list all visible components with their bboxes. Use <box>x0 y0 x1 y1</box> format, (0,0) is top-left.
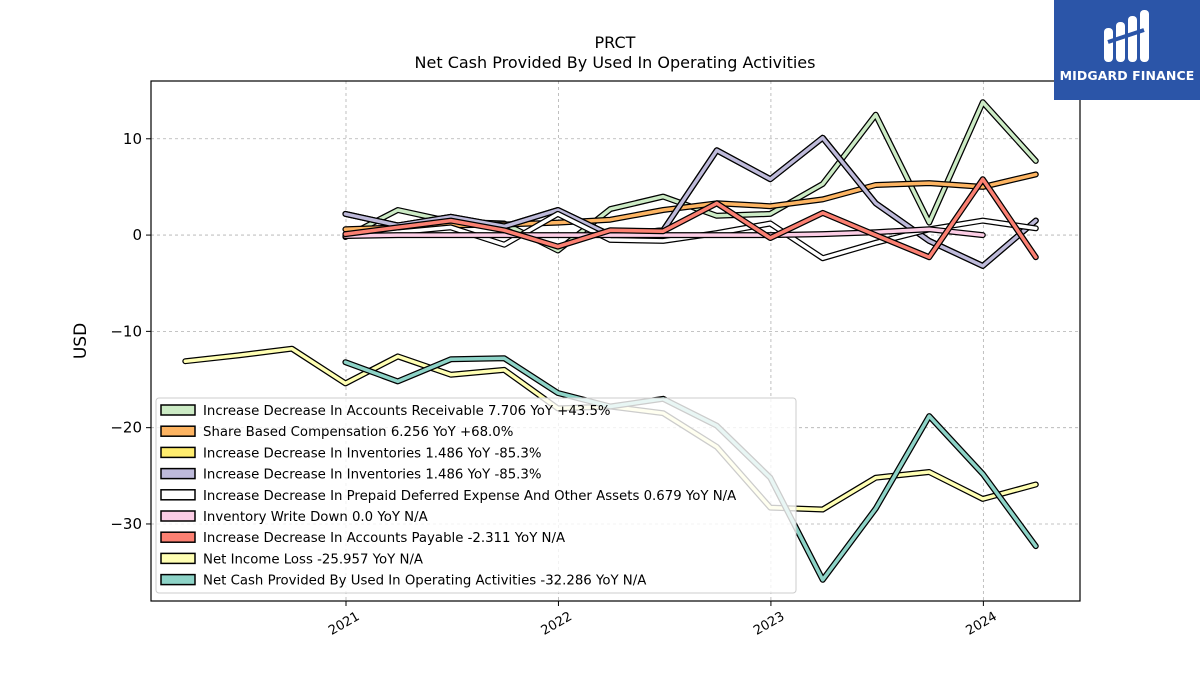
legend-label: Increase Decrease In Inventories 1.486 Y… <box>203 446 542 461</box>
legend-swatch <box>160 510 196 522</box>
legend-label: Net Income Loss -25.957 YoY N/A <box>203 552 423 567</box>
series-line-4 <box>342 134 1039 269</box>
legend-label: Inventory Write Down 0.0 YoY N/A <box>203 510 428 525</box>
legend-label: Share Based Compensation 6.256 YoY +68.0… <box>203 425 513 440</box>
legend-swatch <box>160 425 196 437</box>
series-line-stroke <box>343 177 1038 259</box>
legend: Increase Decrease In Accounts Receivable… <box>155 397 797 594</box>
plot-frame <box>150 80 1081 602</box>
series-line-stroke <box>343 136 1038 268</box>
y-tick-label: −30 <box>110 515 142 533</box>
x-tick-label: 2022 <box>539 609 575 639</box>
chart-subtitle: Net Cash Provided By Used In Operating A… <box>415 53 816 72</box>
series-line-outline <box>342 134 1039 269</box>
legend-swatch <box>160 531 196 543</box>
y-axis-label: USD <box>71 323 91 359</box>
legend-swatch <box>160 467 196 480</box>
series-line-3 <box>342 134 1039 269</box>
midgard-finance-logo: MIDGARD FINANCE <box>1054 0 1200 100</box>
legend-swatch <box>160 446 196 459</box>
y-tick-label: 0 <box>132 226 142 244</box>
x-tick-label: 2021 <box>326 609 362 639</box>
y-tick-label: 10 <box>123 130 142 148</box>
series-line-7 <box>342 176 1039 261</box>
y-tick-label: −10 <box>110 322 142 340</box>
legend-swatch <box>160 404 196 416</box>
legend-label: Increase Decrease In Inventories 1.486 Y… <box>203 468 542 483</box>
logo-text: MIDGARD FINANCE <box>1059 68 1195 83</box>
legend-swatch <box>160 489 196 501</box>
legend-label: Net Cash Provided By Used In Operating A… <box>203 574 646 589</box>
legend-box <box>155 397 797 594</box>
midgard-logo-icon <box>1104 10 1149 62</box>
x-tick-label: 2024 <box>964 609 1000 639</box>
legend-label: Increase Decrease In Accounts Receivable… <box>203 404 611 419</box>
legend-swatch <box>160 552 196 565</box>
legend-swatch <box>160 573 196 586</box>
x-tick-label: 2023 <box>751 609 787 639</box>
series-line-outline <box>342 134 1039 269</box>
series-line-stroke <box>343 136 1038 268</box>
chart-title: PRCT <box>595 33 636 52</box>
legend-label: Increase Decrease In Accounts Payable -2… <box>203 531 565 546</box>
legend-label: Increase Decrease In Prepaid Deferred Ex… <box>203 489 736 504</box>
y-tick-label: −20 <box>110 419 142 437</box>
